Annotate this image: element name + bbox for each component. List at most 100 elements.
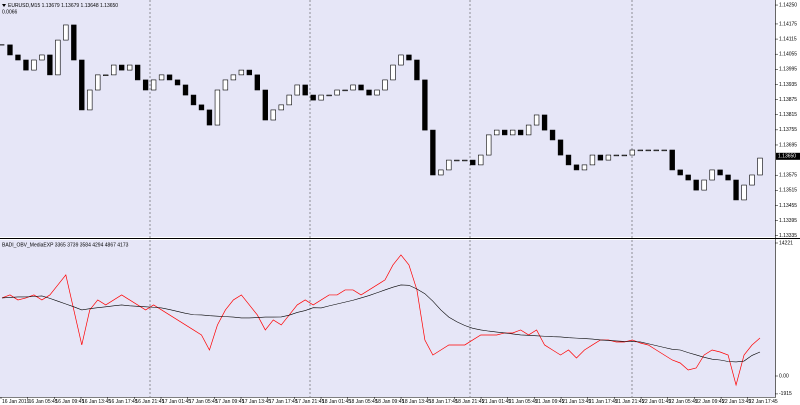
x-tick-label: 16 Jan 2019	[2, 399, 30, 405]
candle	[206, 109, 213, 126]
candle	[446, 159, 452, 171]
candle	[126, 64, 133, 71]
candle	[119, 64, 125, 71]
candle	[486, 134, 492, 156]
chart-title: EURUSD,M15 1.13679 1.13679 1.13648 1.136…	[8, 3, 118, 9]
candle	[709, 169, 715, 181]
x-tick-label: 17 Jan 05:45	[189, 399, 218, 405]
candle	[629, 149, 636, 156]
candle	[454, 159, 460, 162]
y-tick-label: 1.13815	[779, 112, 797, 118]
indicator-line	[1, 254, 761, 387]
candle	[422, 79, 428, 131]
candle	[645, 149, 651, 152]
candle	[158, 74, 165, 81]
y-tick-label: 14221	[779, 240, 793, 246]
candle	[111, 64, 117, 76]
candle	[222, 79, 229, 91]
candle	[87, 89, 93, 111]
candle	[525, 124, 532, 136]
candle	[142, 79, 149, 91]
candle	[15, 54, 21, 61]
candle	[47, 54, 53, 76]
candle	[31, 59, 37, 71]
candle	[214, 89, 221, 126]
candle	[302, 84, 308, 96]
x-tick-label: 21 Jan 13:45	[562, 399, 591, 405]
x-tick-label: 17 Jan 17:45	[269, 399, 298, 405]
candle	[414, 59, 420, 81]
candle	[494, 129, 500, 136]
candle	[294, 84, 300, 96]
candle	[310, 94, 316, 101]
y-tick-label: 1.13515	[779, 188, 797, 194]
candle	[589, 154, 596, 166]
candle	[358, 84, 364, 91]
candle	[717, 169, 723, 176]
candle	[278, 104, 284, 111]
x-tick-label: 16 Jan 09:45	[55, 399, 84, 405]
candle	[605, 154, 612, 161]
y-tick-label: 1.14115	[779, 36, 797, 42]
x-tick-label: 17 Jan 01:45	[162, 399, 191, 405]
y-tick-label: 1.13695	[779, 142, 797, 148]
candle	[166, 74, 173, 81]
y-tick-label: 1.13395	[779, 218, 797, 224]
candle	[398, 54, 404, 66]
candle	[326, 94, 332, 97]
candle	[693, 179, 699, 191]
y-tick-label: 0.00	[779, 373, 789, 379]
candle	[382, 79, 388, 91]
price-panel	[0, 0, 775, 237]
candle	[39, 54, 45, 61]
candle	[190, 94, 197, 106]
candle	[134, 64, 141, 81]
candle	[198, 104, 205, 111]
candle	[246, 69, 253, 76]
y-tick-label: 1.13455	[779, 203, 797, 209]
candle	[621, 154, 628, 157]
candle	[79, 59, 85, 111]
candle	[725, 174, 731, 181]
candle	[549, 129, 556, 141]
candle	[150, 79, 157, 91]
x-tick-label: 21 Jan 21:45	[615, 399, 644, 405]
candle	[238, 69, 245, 76]
candle	[286, 94, 292, 106]
candle	[390, 64, 396, 81]
candle	[334, 89, 340, 96]
x-tick-label: 16 Jan 13:45	[82, 399, 111, 405]
candle	[597, 154, 604, 161]
candle	[685, 174, 691, 181]
candle	[374, 89, 380, 96]
candle	[733, 179, 739, 201]
x-tick-label: 17 Jan 09:45	[215, 399, 244, 405]
x-tick-label: 17 Jan 13:45	[242, 399, 271, 405]
candle	[741, 184, 747, 201]
candle	[55, 39, 61, 76]
indicator-title: BADI_OBV_MediaEXP 3365 3739 3584 4294 48…	[2, 242, 129, 248]
x-tick-label: 18 Jan 05:45	[349, 399, 378, 405]
candle	[533, 114, 540, 126]
candle	[462, 159, 468, 162]
candle	[653, 149, 659, 152]
y-tick-label: 1.13995	[779, 67, 797, 73]
y-tick-label: -1915	[779, 391, 792, 397]
x-tick-label: 18 Jan 13:45	[402, 399, 431, 405]
x-tick-label: 21 Jan 17:45	[589, 399, 618, 405]
candle	[71, 24, 77, 61]
x-tick-label: 21 Jan 01:45	[482, 399, 511, 405]
collapse-icon	[2, 4, 6, 7]
candle	[7, 44, 13, 56]
candle	[95, 74, 101, 91]
y-tick-label: 1.13935	[779, 82, 797, 88]
chart-subtitle: 0.0066	[2, 9, 18, 15]
candle	[470, 159, 476, 166]
y-tick-label: 1.13575	[779, 173, 797, 179]
candle	[502, 129, 508, 136]
candle	[262, 89, 268, 121]
candle	[342, 89, 348, 92]
candle	[174, 79, 181, 86]
candle	[517, 129, 524, 136]
